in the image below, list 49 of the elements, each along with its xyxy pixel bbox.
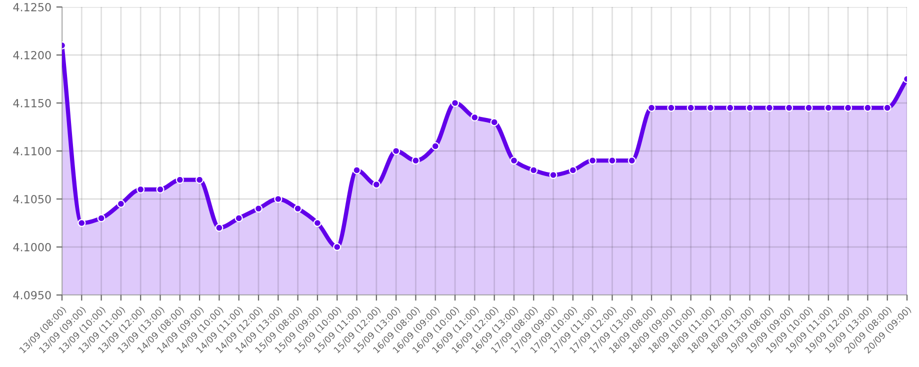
point <box>510 156 518 165</box>
point <box>864 104 872 112</box>
point <box>78 218 86 228</box>
point <box>844 104 852 112</box>
y-tick-label: 4.1250 <box>13 2 51 12</box>
point <box>588 156 597 165</box>
point <box>254 204 263 213</box>
point <box>215 224 224 232</box>
y-tick-label: 4.1200 <box>13 50 51 60</box>
y-tick-label: 4.1100 <box>13 146 51 156</box>
point <box>352 166 361 174</box>
point <box>156 185 164 194</box>
point <box>628 156 636 165</box>
point <box>392 146 400 156</box>
point <box>116 200 125 208</box>
point <box>274 194 282 204</box>
point <box>294 204 302 213</box>
point <box>686 104 695 112</box>
point <box>234 214 243 222</box>
point <box>490 118 498 126</box>
point <box>785 104 794 112</box>
point <box>97 214 106 222</box>
point <box>883 104 892 112</box>
point <box>372 180 380 189</box>
point <box>568 166 577 174</box>
y-tick-label: 4.0950 <box>13 290 51 300</box>
y-tick-label: 4.1000 <box>13 242 51 252</box>
point <box>726 104 734 112</box>
point <box>176 176 184 184</box>
point <box>470 113 479 122</box>
point <box>530 166 538 174</box>
point <box>549 170 558 180</box>
point <box>706 104 715 112</box>
point <box>824 104 832 112</box>
point <box>746 104 754 112</box>
y-tick-label: 4.1150 <box>13 98 51 108</box>
point <box>412 156 420 165</box>
point <box>431 142 440 150</box>
y-tick-label: 4.1050 <box>13 194 51 204</box>
point <box>136 185 145 194</box>
point <box>450 98 460 108</box>
point <box>804 104 813 112</box>
point <box>313 218 322 228</box>
point <box>667 104 676 112</box>
point <box>765 104 774 112</box>
point <box>196 176 204 184</box>
point <box>648 104 656 112</box>
point <box>608 156 616 165</box>
point <box>333 242 342 252</box>
